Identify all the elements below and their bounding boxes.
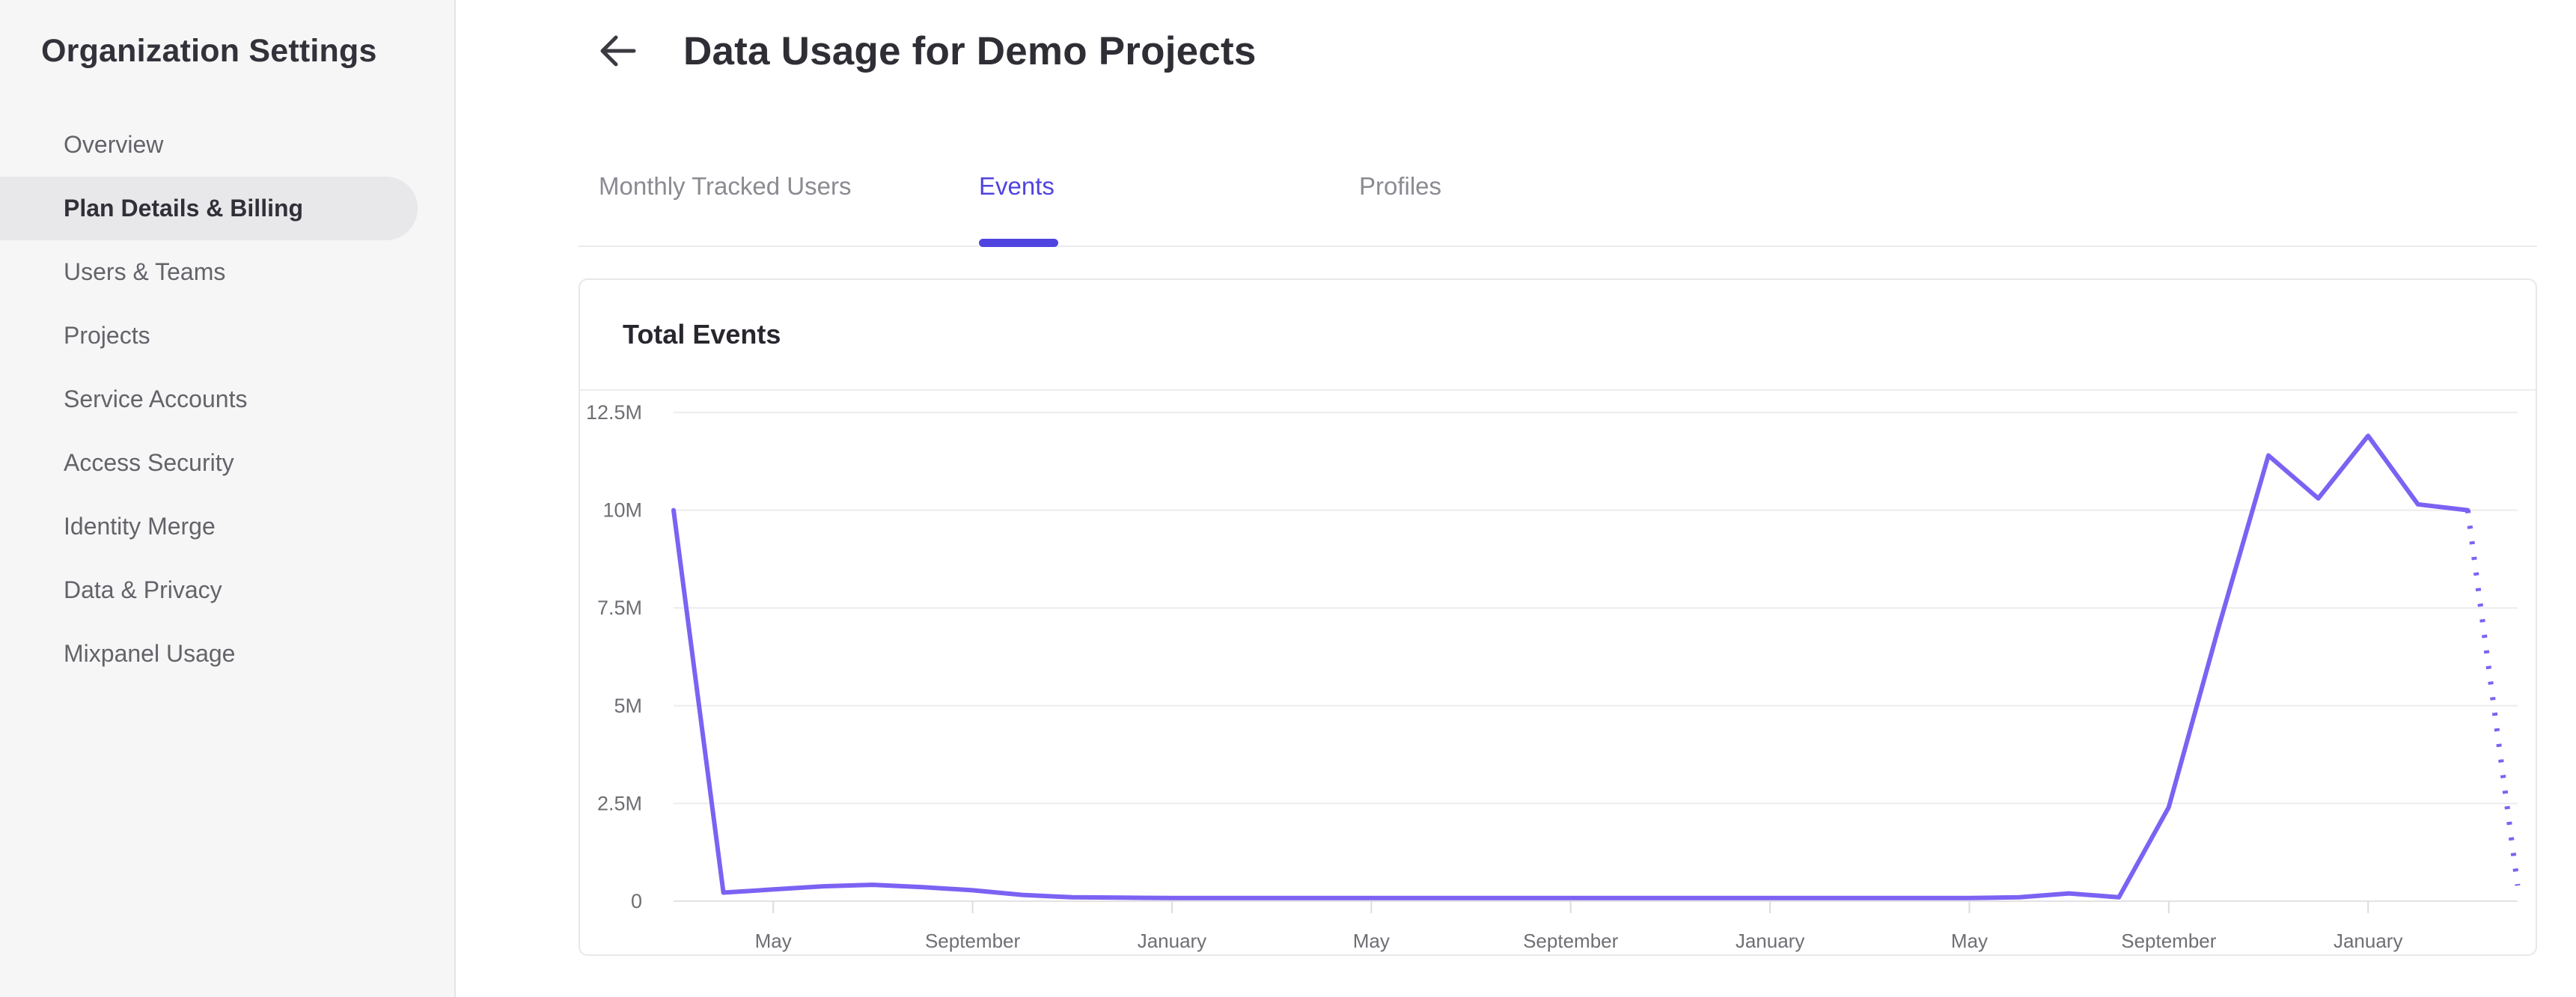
sidebar-item-access-security[interactable]: Access Security [64,449,234,476]
x-axis-label: September [925,930,1021,952]
sidebar-item-users-teams[interactable]: Users & Teams [64,258,226,285]
events-line [671,433,2470,900]
back-button[interactable] [593,27,641,75]
y-axis-label: 0 [631,890,642,912]
x-axis-label: January [2334,930,2403,952]
sidebar-item-mixpanel-usage[interactable]: Mixpanel Usage [64,640,236,667]
tab-monthly-tracked-users[interactable]: Monthly Tracked Users [599,172,852,200]
events-line-chart-svg: 0 2.5M 5M 7.5M 10M 12.5M May September January Ma… [586,401,2521,952]
card-header: Total Events [580,280,2536,391]
x-axis-label: September [2121,930,2217,952]
sidebar-item-plan-details-billing[interactable]: Plan Details & Billing [0,177,418,240]
page-title: Data Usage for Demo Projects [683,28,1257,73]
sidebar-title: Organization Settings [41,33,377,69]
organization-settings-sidebar: Organization Settings Overview Plan Deta… [0,0,456,997]
events-line-projected-dotted [2464,510,2521,886]
tab-profiles[interactable]: Profiles [1359,172,1442,200]
active-tab-indicator [979,239,1058,247]
back-arrow-icon [600,35,636,67]
events-chart-area: 0 2.5M 5M 7.5M 10M 12.5M May September January Ma… [580,391,2536,953]
y-axis-label: 2.5M [597,792,642,814]
x-axis-label: May [1353,930,1390,952]
x-axis-label: January [1736,930,1805,952]
total-events-card: Total Events 0 2.5M 5M 7.5M 10M 12.5M May Septe… [579,278,2537,956]
sidebar-nav: Overview Plan Details & Billing Users & … [0,113,454,686]
x-axis-label: September [1523,930,1619,952]
sidebar-item-identity-merge[interactable]: Identity Merge [64,513,216,540]
sidebar-item-data-privacy[interactable]: Data & Privacy [64,576,222,603]
main-content: Data Usage for Demo Projects Monthly Tra… [457,0,2576,997]
sidebar-item-overview[interactable]: Overview [64,131,164,158]
x-axis-label: May [1951,930,1988,952]
page-header: Data Usage for Demo Projects [593,27,1257,75]
sidebar-item-service-accounts[interactable]: Service Accounts [64,385,248,412]
y-axis-label: 12.5M [586,401,642,424]
y-axis-label: 7.5M [597,597,642,619]
y-axis-label: 10M [602,499,642,522]
card-title: Total Events [623,319,781,350]
tab-events[interactable]: Events [979,150,1241,247]
x-axis-label: May [755,930,792,952]
y-axis-label: 5M [614,695,642,717]
tab-events-label: Events [979,172,1054,200]
x-axis-label: January [1138,930,1207,952]
tabs-bar: Monthly Tracked Users Events Profiles [579,150,2537,247]
sidebar-item-projects[interactable]: Projects [64,322,150,349]
